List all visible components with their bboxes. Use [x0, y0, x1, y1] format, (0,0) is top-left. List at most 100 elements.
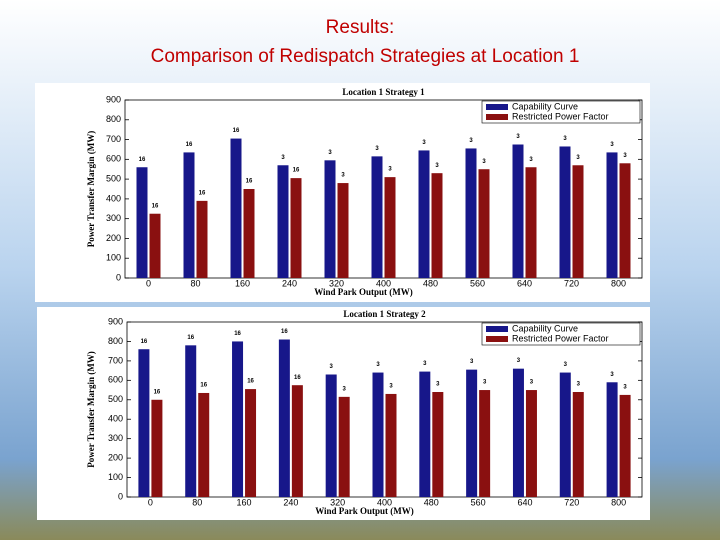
x-tick-label: 240	[282, 278, 297, 288]
bar-annotation: 3	[423, 361, 427, 367]
bar	[384, 177, 396, 278]
bar	[185, 345, 197, 497]
y-tick-label: 600	[108, 375, 123, 385]
x-tick-label: 400	[376, 278, 391, 288]
x-tick-label: 400	[377, 497, 392, 507]
bar	[183, 152, 195, 278]
x-tick-label: 480	[423, 278, 438, 288]
bar-annotation: 16	[187, 335, 194, 341]
y-tick-label: 200	[108, 452, 123, 462]
bar-annotation: 3	[389, 384, 393, 390]
bar-annotation: 3	[530, 380, 534, 386]
bar	[512, 368, 524, 497]
bar	[198, 392, 210, 497]
x-tick-label: 160	[237, 497, 252, 507]
y-tick-label: 500	[108, 394, 123, 404]
y-tick-label: 300	[108, 433, 123, 443]
legend-label: Restricted Power Factor	[512, 333, 609, 343]
x-tick-label: 640	[517, 278, 532, 288]
x-axis-label: Wind Park Output (MW)	[315, 506, 414, 516]
plot-frame	[124, 99, 643, 279]
bar	[138, 349, 150, 497]
bar-annotation: 16	[199, 190, 206, 196]
y-tick-label: 0	[118, 491, 123, 501]
x-tick-label: 480	[424, 497, 439, 507]
bar	[291, 385, 303, 497]
bar	[606, 152, 618, 278]
y-tick-label: 700	[108, 355, 123, 365]
legend-swatch	[486, 114, 508, 120]
bar-annotation: 16	[246, 179, 253, 185]
bar	[151, 399, 163, 497]
x-tick-label: 80	[192, 497, 202, 507]
y-tick-label: 600	[106, 154, 121, 164]
legend-box	[481, 322, 641, 346]
legend-label: Capability Curve	[512, 323, 578, 333]
bar	[479, 390, 491, 497]
x-tick-label: 240	[283, 497, 298, 507]
y-axis-label: Power Transfer Margin (MW)	[86, 351, 96, 468]
x-tick-label: 640	[517, 497, 532, 507]
bar	[232, 341, 244, 497]
bar-annotation: 3	[388, 167, 392, 173]
bar-annotation: 3	[577, 382, 581, 388]
bar	[325, 374, 337, 497]
y-tick-label: 100	[108, 472, 123, 482]
x-tick-label: 320	[329, 278, 344, 288]
legend-box	[481, 100, 641, 124]
x-tick-label: 80	[190, 278, 200, 288]
y-tick-label: 900	[106, 94, 121, 104]
bar-annotation: 16	[233, 128, 240, 134]
legend-label: Capability Curve	[512, 101, 578, 111]
bar	[478, 169, 490, 278]
y-axis-label: Power Transfer Margin (MW)	[86, 131, 96, 248]
bar-annotation: 3	[529, 157, 533, 163]
bar-annotation: 3	[375, 146, 379, 152]
bar-annotation: 3	[483, 380, 487, 386]
x-tick-label: 720	[564, 278, 579, 288]
legend-label: Restricted Power Factor	[512, 111, 609, 121]
bar-annotation: 3	[436, 382, 440, 388]
bar-annotation: 3	[517, 358, 521, 364]
bar	[372, 372, 384, 497]
bar-annotation: 3	[281, 155, 285, 161]
bar-annotation: 3	[623, 153, 627, 159]
bar	[419, 371, 431, 497]
x-tick-label: 560	[470, 278, 485, 288]
bar-annotation: 16	[141, 339, 148, 345]
bar-annotation: 3	[564, 362, 568, 368]
bar-annotation: 3	[610, 372, 614, 378]
bar-annotation: 3	[343, 386, 347, 392]
bar-annotation: 16	[200, 383, 207, 389]
x-tick-label: 320	[330, 497, 345, 507]
bar-annotation: 3	[330, 364, 334, 370]
bar	[466, 369, 478, 497]
x-tick-label: 800	[611, 278, 626, 288]
bar	[337, 183, 349, 278]
y-tick-label: 800	[106, 114, 121, 124]
bar	[385, 393, 397, 497]
bar	[559, 372, 571, 497]
y-tick-label: 100	[106, 253, 121, 263]
bar-annotation: 3	[469, 138, 473, 144]
bar-annotation: 16	[293, 168, 300, 174]
chart-title: Location 1 Strategy 2	[343, 309, 426, 319]
x-tick-label: 160	[235, 278, 250, 288]
bar	[619, 394, 631, 497]
x-tick-label: 560	[471, 497, 486, 507]
bar	[418, 150, 430, 278]
bar-annotation: 3	[516, 134, 520, 140]
bar-annotation: 3	[470, 359, 474, 365]
y-tick-label: 400	[106, 193, 121, 203]
bar-annotation: 16	[294, 375, 301, 381]
legend-swatch	[486, 336, 508, 342]
bar-annotation: 3	[376, 362, 380, 368]
bar-annotation: 3	[482, 159, 486, 165]
plot-frame	[126, 321, 643, 498]
bar-annotation: 3	[435, 163, 439, 169]
bar-annotation: 16	[152, 203, 159, 209]
bar-annotation: 3	[623, 384, 627, 390]
bar-annotation: 3	[328, 150, 332, 156]
y-tick-label: 500	[106, 173, 121, 183]
